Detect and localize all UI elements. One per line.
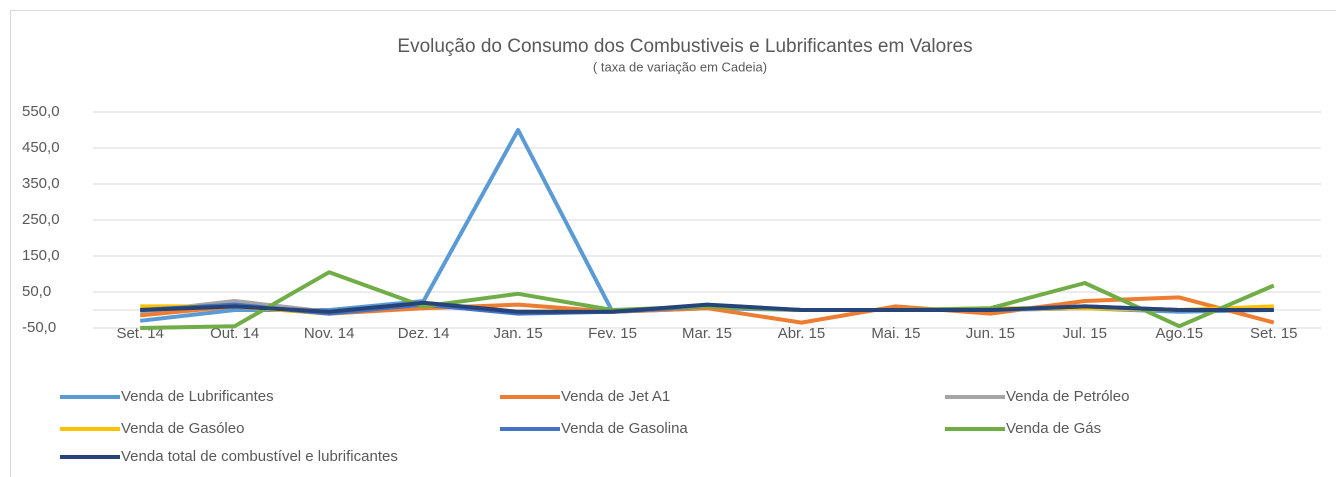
- x-tick-label: Nov. 14: [304, 325, 355, 342]
- y-tick-label: 350,0: [22, 175, 60, 192]
- x-tick-label: Jun. 15: [966, 325, 1015, 342]
- legend-label: Venda de Jet A1: [561, 388, 670, 405]
- x-tick-label: Dez. 14: [398, 325, 450, 342]
- y-tick-label: 150,0: [22, 247, 60, 264]
- x-tick-label: Abr. 15: [778, 325, 826, 342]
- x-tick-label: Ago.15: [1156, 325, 1204, 342]
- y-tick-label: 550,0: [22, 103, 60, 120]
- x-tick-label: Out. 14: [210, 325, 259, 342]
- x-tick-label: Mar. 15: [682, 325, 732, 342]
- legend-label: Venda de Gasóleo: [121, 420, 244, 437]
- chart-subtitle: ( taxa de variação em Cadeia): [593, 59, 767, 74]
- chart-frame: [10, 10, 1336, 477]
- legend-label: Venda de Gasolina: [561, 420, 688, 437]
- y-tick-label: 450,0: [22, 139, 60, 156]
- y-tick-label: 250,0: [22, 211, 60, 228]
- chart-title: Evolução do Consumo dos Combustiveis e L…: [397, 36, 972, 57]
- legend-label: Venda de Lubrificantes: [121, 388, 274, 405]
- legend-label: Venda de Petróleo: [1006, 388, 1129, 405]
- x-tick-label: Set. 15: [1250, 325, 1298, 342]
- x-tick-label: Jul. 15: [1063, 325, 1107, 342]
- y-tick-label: -50,0: [22, 319, 56, 336]
- legend-label: Venda total de combustível e lubrificant…: [121, 448, 398, 465]
- legend-label: Venda de Gás: [1006, 420, 1101, 437]
- y-tick-label: 50,0: [22, 283, 51, 300]
- x-tick-label: Mai. 15: [871, 325, 920, 342]
- series-line: [140, 300, 1274, 314]
- x-tick-label: Fev. 15: [588, 325, 637, 342]
- x-tick-label: Jan. 15: [493, 325, 542, 342]
